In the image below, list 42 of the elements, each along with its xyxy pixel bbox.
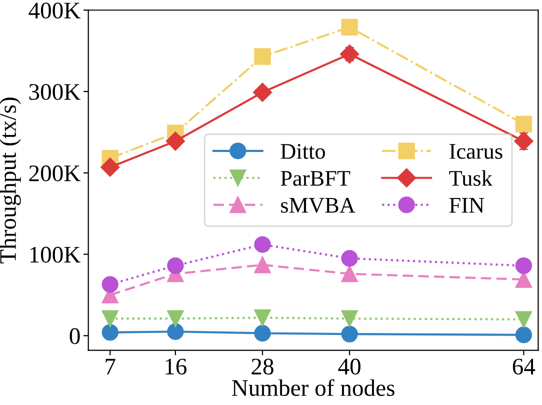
point: [252, 82, 272, 102]
y-tick-label: 100K: [30, 246, 80, 263]
x-tick-label: 7: [106, 358, 116, 374]
point: [100, 158, 120, 177]
legend-label: ParBFT: [280, 171, 350, 186]
point: [167, 310, 184, 327]
legend-label: Icarus: [450, 144, 502, 159]
x-axis-title: Number of nodes: [232, 379, 394, 396]
x-tick-label: 64: [512, 358, 536, 375]
point: [166, 132, 185, 151]
point: [102, 310, 118, 327]
legend-label: Ditto: [280, 144, 325, 159]
point: [102, 324, 118, 341]
x-tick-label: 28: [252, 358, 274, 375]
x-tick-label: 16: [166, 358, 187, 375]
point: [514, 132, 534, 151]
point: [515, 116, 532, 132]
point: [167, 323, 184, 340]
point: [254, 236, 271, 253]
y-tick-label: 200K: [29, 165, 80, 182]
point: [254, 324, 271, 342]
point: [341, 18, 358, 36]
point: [341, 310, 358, 327]
legend-label: FIN: [449, 198, 484, 213]
point: [167, 257, 184, 274]
point: [254, 256, 271, 274]
point: [254, 309, 271, 326]
point: [340, 44, 360, 64]
x-tick-label: 40: [338, 358, 360, 375]
legend-label: Tusk: [449, 170, 492, 186]
y-tick-label: 400K: [28, 2, 80, 19]
point: [341, 326, 358, 342]
point: [341, 265, 358, 282]
point: [102, 276, 118, 293]
point: [515, 311, 532, 328]
point: [515, 326, 532, 344]
y-tick-label: 300K: [29, 84, 80, 100]
legend-label: sMVBA: [281, 198, 356, 213]
point: [254, 48, 271, 65]
point: [341, 250, 358, 267]
y-tick-label: 0: [70, 328, 80, 344]
point: [515, 257, 532, 274]
